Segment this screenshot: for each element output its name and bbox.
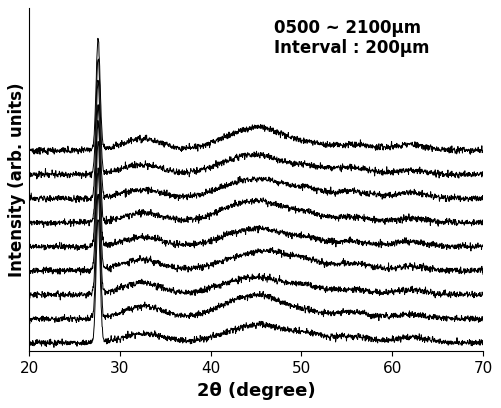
Y-axis label: Intensity (arb. units): Intensity (arb. units) — [9, 82, 27, 277]
X-axis label: 2θ (degree): 2θ (degree) — [197, 381, 316, 400]
Text: 0500 ~ 2100μm
Interval : 200μm: 0500 ~ 2100μm Interval : 200μm — [274, 19, 430, 58]
